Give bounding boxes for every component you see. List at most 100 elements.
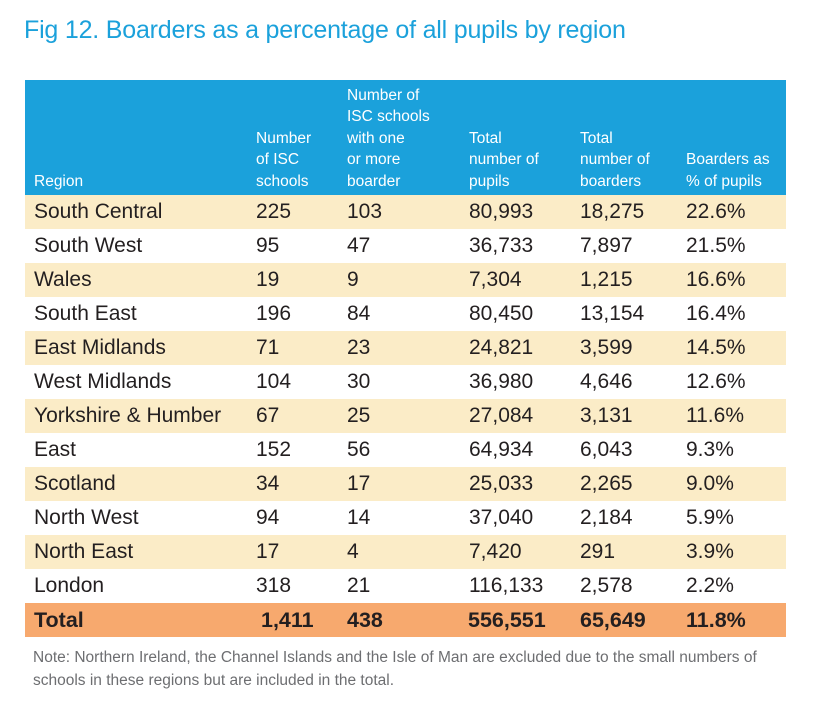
schools-with-boarder-cell: 30 <box>347 370 371 393</box>
region-cell: East <box>34 438 77 461</box>
pupils-cell: 37,040 <box>469 506 534 529</box>
table-row: Yorkshire & Humber 67 25 27,084 3,131 11… <box>25 399 786 433</box>
region-cell: East Midlands <box>34 336 166 359</box>
header-schools-with-boarder: Number of ISC schools with one or more b… <box>347 86 430 190</box>
percent-cell: 16.6% <box>686 268 746 291</box>
percent-cell: 9.3% <box>686 438 734 461</box>
schools-with-boarder-cell: 17 <box>347 472 371 495</box>
header-number-of-schools: Number of ISC schools <box>256 129 312 190</box>
region-cell: West Midlands <box>34 370 172 393</box>
pupils-cell: 36,980 <box>469 370 534 393</box>
table-row: West Midlands 104 30 36,980 4,646 12.6% <box>25 365 786 399</box>
percent-cell: 5.9% <box>686 506 734 529</box>
schools-cell: 152 <box>256 438 292 461</box>
schools-cell: 17 <box>256 540 280 563</box>
pupils-cell: 7,304 <box>469 268 522 291</box>
schools-with-boarder-cell: 47 <box>347 234 371 257</box>
total-row: Total 1,411 438 556,551 65,649 11.8% <box>25 603 786 637</box>
boarders-table: Region Number of ISC schools Number of I… <box>25 80 786 637</box>
pupils-cell: 80,993 <box>469 200 534 223</box>
schools-cell: 34 <box>256 472 280 495</box>
schools-with-boarder-cell: 25 <box>347 404 371 427</box>
boarders-cell: 13,154 <box>580 302 645 325</box>
boarders-cell: 3,599 <box>580 336 633 359</box>
region-cell: London <box>34 574 105 597</box>
header-boarders-percent: Boarders as % of pupils <box>686 151 770 190</box>
header-total-pupils: Total number of pupils <box>469 129 539 190</box>
schools-cell: 104 <box>256 370 292 393</box>
percent-cell: 14.5% <box>686 336 746 359</box>
schools-with-boarder-cell: 84 <box>347 302 371 325</box>
percent-cell: 3.9% <box>686 540 734 563</box>
table-row: East Midlands 71 23 24,821 3,599 14.5% <box>25 331 786 365</box>
schools-cell: 95 <box>256 234 280 257</box>
boarders-cell: 7,897 <box>580 234 633 257</box>
percent-cell: 12.6% <box>686 370 746 393</box>
table-row: Wales 19 9 7,304 1,215 16.6% <box>25 263 786 297</box>
schools-with-boarder-cell: 9 <box>347 268 359 291</box>
schools-with-boarder-cell: 14 <box>347 506 371 529</box>
schools-cell: 19 <box>256 268 280 291</box>
table-row: Scotland 34 17 25,033 2,265 9.0% <box>25 467 786 501</box>
percent-cell: 16.4% <box>686 302 746 325</box>
header-region: Region <box>34 172 84 190</box>
figure-title: Fig 12. Boarders as a percentage of all … <box>24 16 626 44</box>
total-boarders: 65,649 <box>580 608 646 632</box>
table-row: North East 17 4 7,420 291 3.9% <box>25 535 786 569</box>
pupils-cell: 116,133 <box>469 574 544 597</box>
schools-with-boarder-cell: 23 <box>347 336 371 359</box>
boarders-cell: 6,043 <box>580 438 633 461</box>
pupils-cell: 25,033 <box>469 472 534 495</box>
pupils-cell: 27,084 <box>469 404 534 427</box>
region-cell: Yorkshire & Humber <box>34 404 222 427</box>
boarders-cell: 4,646 <box>580 370 633 393</box>
percent-cell: 2.2% <box>686 574 734 597</box>
schools-cell: 196 <box>256 302 292 325</box>
pupils-cell: 36,733 <box>469 234 534 257</box>
pupils-cell: 24,821 <box>469 336 534 359</box>
schools-with-boarder-cell: 21 <box>347 574 371 597</box>
percent-cell: 22.6% <box>686 200 746 223</box>
region-cell: North East <box>34 540 134 563</box>
boarders-cell: 1,215 <box>580 268 633 291</box>
table-header: Region Number of ISC schools Number of I… <box>25 80 786 195</box>
pupils-cell: 64,934 <box>469 438 534 461</box>
table-row: London 318 21 116,133 2,578 2.2% <box>25 569 786 603</box>
region-cell: Scotland <box>34 472 116 495</box>
boarders-cell: 2,184 <box>580 506 633 529</box>
table-row: South East 196 84 80,450 13,154 16.4% <box>25 297 786 331</box>
schools-cell: 318 <box>256 574 292 597</box>
percent-cell: 9.0% <box>686 472 734 495</box>
region-cell: South East <box>34 302 137 325</box>
pupils-cell: 80,450 <box>469 302 534 325</box>
schools-cell: 71 <box>256 336 280 359</box>
boarders-cell: 2,578 <box>580 574 633 597</box>
boarders-cell: 3,131 <box>580 404 633 427</box>
table-row: North West 94 14 37,040 2,184 5.9% <box>25 501 786 535</box>
boarders-cell: 291 <box>580 540 616 563</box>
total-percent: 11.8% <box>686 608 746 632</box>
schools-with-boarder-cell: 103 <box>347 200 383 223</box>
schools-with-boarder-cell: 56 <box>347 438 371 461</box>
percent-cell: 21.5% <box>686 234 746 257</box>
schools-cell: 225 <box>256 200 292 223</box>
region-cell: Wales <box>34 268 92 291</box>
total-pupils: 556,551 <box>468 608 546 632</box>
region-cell: South West <box>34 234 143 257</box>
region-cell: North West <box>34 506 139 529</box>
region-cell: South Central <box>34 200 163 223</box>
table-row: South West 95 47 36,733 7,897 21.5% <box>25 229 786 263</box>
pupils-cell: 7,420 <box>469 540 522 563</box>
table-row: South Central 225 103 80,993 18,275 22.6… <box>25 195 786 229</box>
header-total-boarders: Total number of boarders <box>580 129 650 190</box>
percent-cell: 11.6% <box>686 404 744 427</box>
schools-cell: 94 <box>256 506 280 529</box>
schools-with-boarder-cell: 4 <box>347 540 359 563</box>
boarders-cell: 2,265 <box>580 472 633 495</box>
footnote: Note: Northern Ireland, the Channel Isla… <box>33 649 757 689</box>
total-label: Total <box>34 608 84 632</box>
boarders-cell: 18,275 <box>580 200 645 223</box>
total-schools: 1,411 <box>261 608 314 632</box>
schools-cell: 67 <box>256 404 280 427</box>
total-schools-with-boarder: 438 <box>347 608 383 632</box>
